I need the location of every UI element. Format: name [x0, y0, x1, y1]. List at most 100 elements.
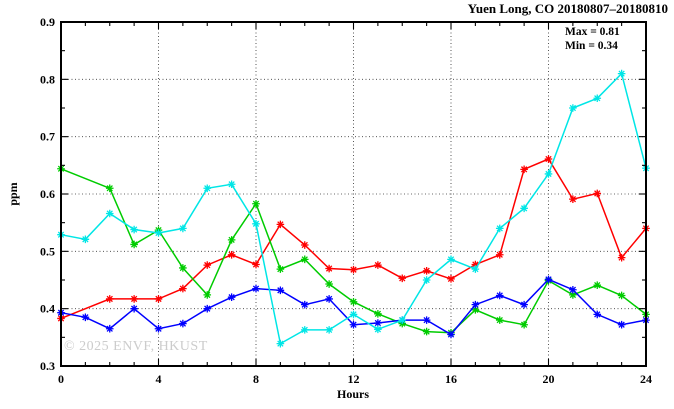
- data-point-marker: [447, 255, 455, 264]
- data-point-marker: [422, 327, 431, 336]
- data-point-marker: [325, 295, 333, 303]
- y-tick-label: 0.7: [40, 130, 55, 144]
- data-point-marker: [495, 316, 504, 324]
- y-axis-title: ppm: [6, 182, 20, 206]
- gridlines: [61, 22, 646, 366]
- x-tick-label: 0: [58, 372, 64, 386]
- data-point-marker: [349, 265, 358, 274]
- data-point-marker: [130, 240, 138, 249]
- data-point-marker: [471, 260, 480, 269]
- data-point-marker: [520, 320, 528, 329]
- data-point-marker: [179, 224, 187, 233]
- data-point-marker: [154, 295, 163, 303]
- data-point-marker: [179, 319, 187, 328]
- y-tick-label: 0.9: [40, 15, 55, 29]
- data-point-marker: [276, 286, 285, 295]
- maxmin-annotation: Max = 0.81 Min = 0.34: [565, 26, 620, 53]
- data-point-marker: [252, 284, 260, 293]
- data-point-marker: [349, 310, 358, 319]
- x-tick-label: 8: [253, 372, 259, 386]
- data-point-marker: [325, 280, 333, 288]
- x-tick-label: 20: [543, 372, 555, 386]
- data-point-marker: [252, 260, 260, 269]
- data-point-marker: [569, 195, 577, 203]
- chart-title: Yuen Long, CO 20180807–20180810: [467, 1, 668, 16]
- data-point-marker: [154, 229, 163, 237]
- y-tick-label: 0.6: [40, 187, 55, 201]
- data-point-marker: [520, 204, 528, 213]
- data-point-marker: [569, 285, 577, 294]
- y-tick-label: 0.4: [40, 302, 55, 316]
- data-point-marker: [276, 339, 285, 348]
- data-point-marker: [300, 255, 309, 264]
- data-point-marker: [520, 165, 528, 174]
- data-point-marker: [617, 253, 626, 262]
- data-point-marker: [227, 250, 236, 259]
- data-point-marker: [81, 235, 90, 244]
- x-tick-label: 12: [348, 372, 360, 386]
- data-point-marker: [520, 300, 528, 309]
- data-point-marker: [398, 274, 407, 283]
- data-point-marker: [617, 320, 626, 329]
- y-tick-label: 0.5: [40, 244, 55, 258]
- series-green-line: [60, 168, 647, 334]
- data-point-marker: [495, 250, 504, 259]
- axis-ticks: [60, 21, 647, 367]
- y-tick-label: 0.8: [40, 72, 55, 86]
- data-point-marker: [252, 199, 260, 208]
- data-point-marker: [593, 310, 602, 319]
- data-point-marker: [203, 261, 212, 269]
- min-label: Min = 0.34: [565, 39, 618, 52]
- x-axis-title: Hours: [336, 387, 369, 401]
- data-point-marker: [374, 319, 382, 327]
- data-point-marker: [569, 104, 577, 112]
- x-tick-label: 4: [156, 372, 162, 386]
- data-point-marker: [227, 180, 236, 189]
- max-label: Max = 0.81: [565, 26, 620, 38]
- data-point-marker: [471, 306, 480, 314]
- data-point-marker: [374, 310, 382, 318]
- data-point-marker: [495, 224, 504, 233]
- data-point-marker: [593, 94, 602, 103]
- data-point-marker: [105, 324, 114, 333]
- data-point-marker: [300, 326, 309, 334]
- data-point-marker: [276, 220, 285, 229]
- data-point-marker: [105, 209, 114, 218]
- data-point-marker: [203, 291, 212, 299]
- data-point-marker: [422, 276, 431, 284]
- data-point-marker: [617, 291, 626, 300]
- data-point-marker: [374, 325, 382, 334]
- data-point-marker: [179, 264, 187, 272]
- data-point-marker: [179, 284, 187, 293]
- data-point-marker: [105, 295, 114, 303]
- data-point-marker: [593, 189, 602, 198]
- data-point-marker: [349, 320, 358, 329]
- data-point-marker: [227, 293, 236, 301]
- data-point-marker: [593, 281, 602, 289]
- x-tick-label: 16: [445, 372, 457, 386]
- data-point-marker: [617, 69, 626, 78]
- data-point-marker: [130, 225, 138, 234]
- data-point-marker: [544, 155, 553, 163]
- data-point-marker: [374, 261, 382, 269]
- data-point-marker: [105, 184, 114, 193]
- data-point-marker: [544, 170, 553, 178]
- data-point-marker: [203, 304, 212, 313]
- data-point-marker: [471, 300, 480, 309]
- y-tick-label: 0.3: [40, 359, 55, 373]
- data-point-marker: [300, 300, 309, 309]
- data-point-marker: [349, 297, 358, 306]
- x-tick-label: 24: [640, 372, 652, 386]
- data-point-marker: [203, 184, 212, 193]
- data-point-marker: [130, 304, 138, 313]
- watermark: © 2025 ENVF, HKUST: [64, 339, 208, 354]
- data-point-marker: [398, 316, 407, 324]
- data-point-marker: [227, 236, 236, 244]
- data-point-marker: [495, 291, 504, 300]
- data-point-marker: [325, 326, 333, 334]
- data-point-marker: [447, 330, 455, 339]
- data-point-marker: [422, 316, 431, 324]
- data-point-marker: [276, 265, 285, 273]
- data-point-marker: [471, 265, 480, 273]
